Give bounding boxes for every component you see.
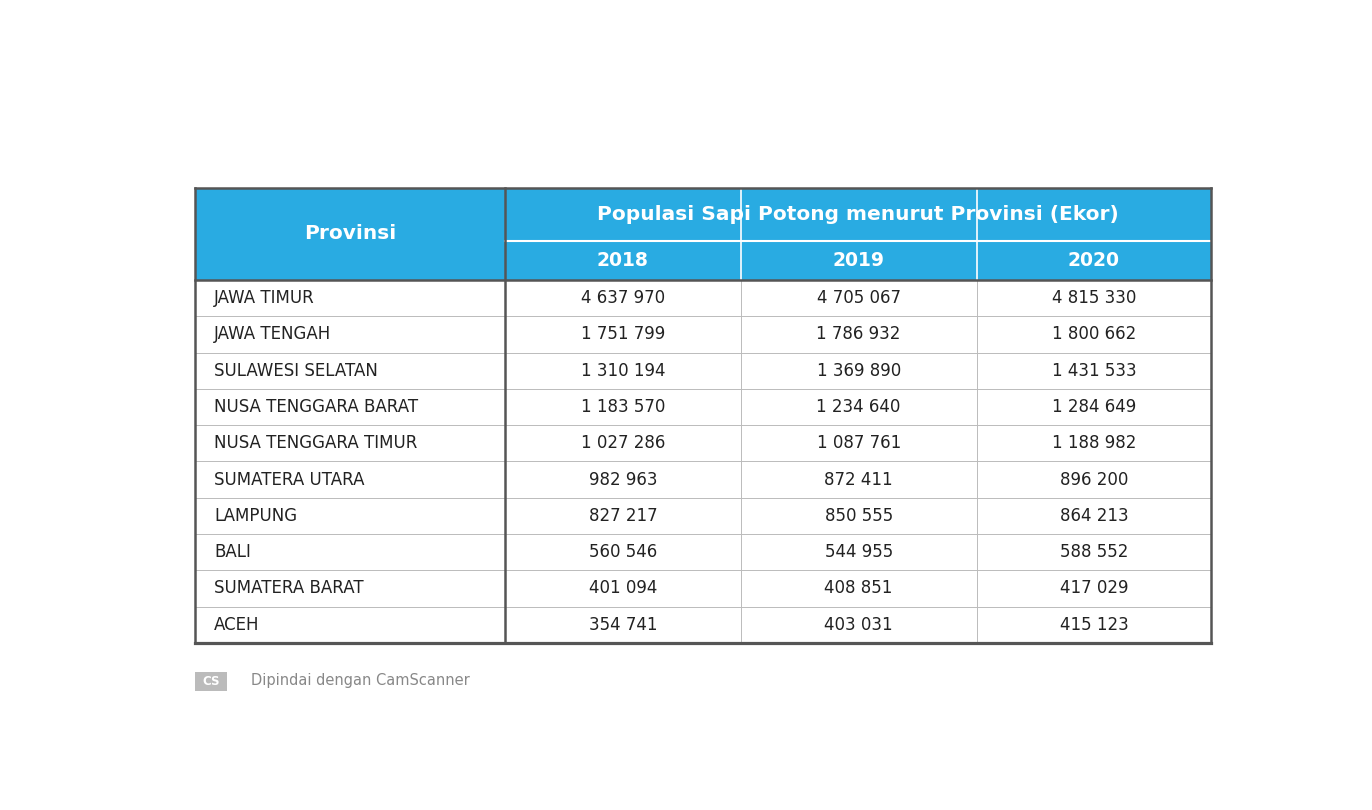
Text: LAMPUNG: LAMPUNG bbox=[214, 507, 298, 525]
Text: 4 815 330: 4 815 330 bbox=[1052, 289, 1136, 307]
Bar bbox=[195, 425, 1211, 462]
Text: SUMATERA UTARA: SUMATERA UTARA bbox=[214, 471, 365, 488]
Text: 403 031: 403 031 bbox=[825, 616, 893, 633]
Text: 1 188 982: 1 188 982 bbox=[1052, 434, 1136, 452]
Text: NUSA TENGGARA BARAT: NUSA TENGGARA BARAT bbox=[214, 398, 418, 416]
Text: 4 637 970: 4 637 970 bbox=[580, 289, 665, 307]
Text: 1 369 890: 1 369 890 bbox=[816, 362, 901, 380]
Text: 1 310 194: 1 310 194 bbox=[580, 362, 665, 380]
Text: SUMATERA BARAT: SUMATERA BARAT bbox=[214, 579, 364, 598]
Text: 588 552: 588 552 bbox=[1059, 544, 1128, 561]
Bar bbox=[195, 672, 226, 691]
Text: 544 955: 544 955 bbox=[825, 544, 893, 561]
Bar bbox=[195, 497, 1211, 534]
Text: 1 751 799: 1 751 799 bbox=[580, 326, 665, 343]
Text: NUSA TENGGARA TIMUR: NUSA TENGGARA TIMUR bbox=[214, 434, 417, 452]
Bar bbox=[505, 188, 1211, 241]
Text: 896 200: 896 200 bbox=[1059, 471, 1128, 488]
Bar bbox=[195, 316, 1211, 352]
Bar bbox=[195, 607, 1211, 643]
Text: 1 234 640: 1 234 640 bbox=[816, 398, 901, 416]
Text: 560 546: 560 546 bbox=[589, 544, 657, 561]
Text: 415 123: 415 123 bbox=[1059, 616, 1128, 633]
Text: 872 411: 872 411 bbox=[825, 471, 893, 488]
Text: 2018: 2018 bbox=[597, 251, 649, 270]
Text: 1 087 761: 1 087 761 bbox=[816, 434, 901, 452]
Text: 417 029: 417 029 bbox=[1059, 579, 1128, 598]
Text: 354 741: 354 741 bbox=[589, 616, 657, 633]
Bar bbox=[195, 352, 1211, 389]
Text: 982 963: 982 963 bbox=[589, 471, 657, 488]
Bar bbox=[195, 389, 1211, 425]
Text: JAWA TENGAH: JAWA TENGAH bbox=[214, 326, 331, 343]
Text: 1 800 662: 1 800 662 bbox=[1052, 326, 1136, 343]
Text: SULAWESI SELATAN: SULAWESI SELATAN bbox=[214, 362, 377, 380]
Bar bbox=[195, 188, 505, 280]
Bar bbox=[195, 570, 1211, 607]
Bar bbox=[195, 280, 1211, 316]
Text: Dipindai dengan CamScanner: Dipindai dengan CamScanner bbox=[251, 673, 471, 688]
Text: BALI: BALI bbox=[214, 544, 251, 561]
Text: 827 217: 827 217 bbox=[589, 507, 657, 525]
Text: JAWA TIMUR: JAWA TIMUR bbox=[214, 289, 314, 307]
Text: 1 431 533: 1 431 533 bbox=[1052, 362, 1136, 380]
Text: 4 705 067: 4 705 067 bbox=[816, 289, 900, 307]
Text: Provinsi: Provinsi bbox=[303, 224, 397, 243]
Text: 401 094: 401 094 bbox=[589, 579, 657, 598]
Text: 1 027 286: 1 027 286 bbox=[580, 434, 665, 452]
Text: Populasi Sapi Potong menurut Provinsi (Ekor): Populasi Sapi Potong menurut Provinsi (E… bbox=[597, 205, 1120, 224]
Text: 2020: 2020 bbox=[1067, 251, 1120, 270]
Bar bbox=[195, 188, 1211, 643]
Text: 1 183 570: 1 183 570 bbox=[580, 398, 665, 416]
Text: ACEH: ACEH bbox=[214, 616, 259, 633]
Text: 408 851: 408 851 bbox=[825, 579, 893, 598]
Bar bbox=[505, 241, 1211, 280]
Text: 1 786 932: 1 786 932 bbox=[816, 326, 901, 343]
Bar bbox=[195, 462, 1211, 497]
Text: 1 284 649: 1 284 649 bbox=[1052, 398, 1136, 416]
Text: CS: CS bbox=[202, 675, 220, 688]
Text: 850 555: 850 555 bbox=[825, 507, 893, 525]
Text: 864 213: 864 213 bbox=[1059, 507, 1128, 525]
Bar bbox=[195, 534, 1211, 570]
Text: 2019: 2019 bbox=[833, 251, 885, 270]
